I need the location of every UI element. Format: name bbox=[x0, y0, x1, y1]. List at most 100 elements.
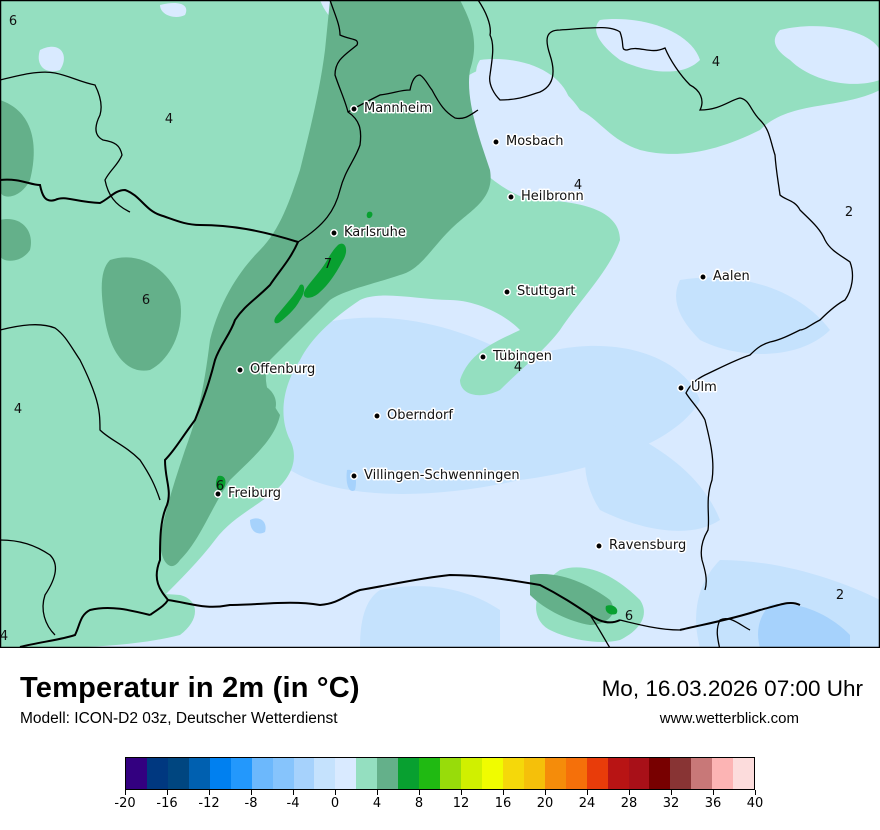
colorbar-tick bbox=[502, 790, 504, 795]
city-dot-icon bbox=[595, 542, 603, 550]
colorbar-tick bbox=[334, 790, 336, 795]
colorbar-segment bbox=[628, 758, 650, 789]
colorbar-tick-label: 0 bbox=[330, 796, 340, 811]
city-label: Oberndorf bbox=[387, 408, 453, 423]
isotherm-value-label: 6 bbox=[9, 14, 17, 29]
colorbar-segment bbox=[670, 758, 692, 789]
colorbar-segment bbox=[146, 758, 168, 789]
isotherm-value-label: 7 bbox=[324, 257, 332, 272]
city-dot-icon bbox=[350, 472, 358, 480]
city-dot-icon bbox=[492, 138, 500, 146]
colorbar-tick bbox=[250, 790, 252, 795]
isotherm-value-label: 6 bbox=[625, 609, 633, 624]
city-dot-icon bbox=[350, 105, 358, 113]
isotherm-value-label: 4 bbox=[574, 178, 582, 193]
colorbar-segment bbox=[502, 758, 524, 789]
isotherm-value-label: 6 bbox=[216, 479, 224, 494]
colorbar-tick bbox=[754, 790, 756, 795]
colorbar-tick bbox=[460, 790, 462, 795]
colorbar-tick-label: -12 bbox=[198, 796, 220, 811]
colorbar-tick bbox=[166, 790, 168, 795]
isotherm-value-label: 4 bbox=[0, 629, 8, 644]
city-marker: Ulm bbox=[677, 379, 718, 397]
isotherm-labels: 6 4 4 4 2 7 6 4 4 6 2 6 4 bbox=[0, 14, 853, 644]
colorbar-segment bbox=[523, 758, 545, 789]
chart-title: Temperatur in 2m (in °C) bbox=[20, 672, 360, 704]
colorbar-segment bbox=[126, 758, 147, 789]
city-markers: Mannheim Mosbach Heilbronn Karlsruhe Stuttga… bbox=[214, 100, 751, 555]
colorbar-tick bbox=[586, 790, 588, 795]
city-marker: Offenburg bbox=[236, 361, 317, 379]
map-canvas: 6 4 4 4 2 7 6 4 4 6 2 6 4 Mannheim Mosbach Heilbronn Ka… bbox=[0, 0, 880, 648]
colorbar-segment bbox=[565, 758, 587, 789]
city-marker: Mannheim bbox=[350, 100, 434, 118]
colorbar-tick bbox=[418, 790, 420, 795]
colorbar-segment bbox=[461, 758, 482, 789]
city-label: Heilbronn bbox=[521, 189, 584, 204]
colorbar-segment bbox=[167, 758, 189, 789]
city-marker: Villingen-Schwenningen bbox=[350, 467, 521, 485]
city-dot-icon bbox=[236, 366, 244, 374]
colorbar-segment bbox=[440, 758, 461, 789]
city-marker: Mosbach bbox=[492, 133, 565, 151]
colorbar-tick-label: 36 bbox=[704, 796, 722, 811]
colorbar-tick-label: 28 bbox=[620, 796, 638, 811]
colorbar-segment bbox=[586, 758, 608, 789]
colorbar-tick bbox=[628, 790, 630, 795]
isotherm-value-label: 4 bbox=[712, 55, 720, 70]
colorbar-segment bbox=[356, 758, 378, 789]
city-marker: Tübingen bbox=[479, 348, 554, 366]
colorbar-segment bbox=[335, 758, 357, 789]
city-label: Mannheim bbox=[364, 101, 432, 116]
city-dot-icon bbox=[373, 412, 381, 420]
colorbar-tick bbox=[376, 790, 378, 795]
colorbar-segment bbox=[272, 758, 294, 789]
colorbar-tick-label: 20 bbox=[536, 796, 554, 811]
city-label: Freiburg bbox=[228, 486, 281, 501]
colorbar-segment bbox=[209, 758, 231, 789]
colorbar-segment bbox=[398, 758, 420, 789]
city-dot-icon bbox=[479, 353, 487, 361]
colorbar-tick-label: -20 bbox=[114, 796, 136, 811]
city-marker: Karlsruhe bbox=[330, 224, 407, 242]
city-marker: Stuttgart bbox=[503, 283, 577, 301]
colorbar-segment bbox=[230, 758, 252, 789]
valid-datetime: Mo, 16.03.2026 07:00 Uhr bbox=[601, 676, 863, 701]
colorbar-tick-label: 40 bbox=[746, 796, 764, 811]
website-link[interactable]: www.wetterblick.com bbox=[659, 710, 799, 727]
city-label: Villingen-Schwenningen bbox=[364, 468, 520, 483]
colorbar-segment bbox=[419, 758, 441, 789]
colorbar-segment bbox=[188, 758, 210, 789]
colorbar-segment bbox=[481, 758, 503, 789]
city-dot-icon bbox=[330, 229, 338, 237]
model-source: Modell: ICON-D2 03z, Deutscher Wetterdie… bbox=[20, 710, 338, 727]
city-label: Ulm bbox=[691, 380, 717, 395]
city-dot-icon bbox=[507, 193, 515, 201]
coldest-areas bbox=[250, 469, 850, 648]
colorbar-tick bbox=[670, 790, 672, 795]
colorbar-segment bbox=[649, 758, 671, 789]
city-marker: Heilbronn bbox=[507, 188, 585, 206]
city-marker: Ravensburg bbox=[595, 537, 688, 555]
colorbar-tick bbox=[124, 790, 126, 795]
colorbar-tick-label: -4 bbox=[286, 796, 300, 811]
isotherm-value-label: 2 bbox=[845, 205, 853, 220]
colorbar-tick-label: 12 bbox=[452, 796, 470, 811]
city-marker: Oberndorf bbox=[373, 407, 455, 425]
temperature-map: 6 4 4 4 2 7 6 4 4 6 2 6 4 Mannheim Mosbach Heilbronn Ka… bbox=[0, 0, 880, 648]
city-label: Mosbach bbox=[506, 134, 564, 149]
city-label: Ravensburg bbox=[609, 538, 686, 553]
isotherm-value-label: 6 bbox=[142, 293, 150, 308]
colorbar-tick-label: 24 bbox=[578, 796, 596, 811]
city-label: Tübingen bbox=[492, 349, 552, 364]
colorbar-segment bbox=[607, 758, 629, 789]
city-label: Offenburg bbox=[250, 362, 315, 377]
colorbar-tick-label: 32 bbox=[662, 796, 680, 811]
temperature-colorbar bbox=[125, 757, 755, 790]
colorbar-segment bbox=[733, 758, 755, 789]
colorbar-segment bbox=[544, 758, 566, 789]
city-marker: Freiburg bbox=[214, 485, 283, 503]
isotherm-value-label: 4 bbox=[14, 402, 22, 417]
colorbar-tick bbox=[292, 790, 294, 795]
colorbar-ticks: -20 -16 -12 -8 -4 0 4 8 12 16 20 24 28 32 36 40 bbox=[114, 790, 763, 820]
